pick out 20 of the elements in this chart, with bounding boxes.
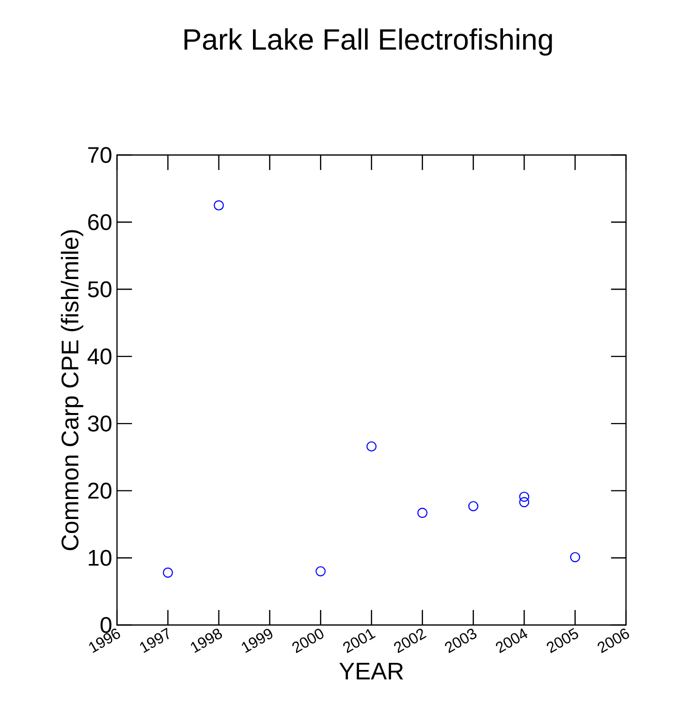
y-tick-label: 20 xyxy=(88,482,112,499)
x-tick-label: 1997 xyxy=(140,628,169,653)
y-tick-label: 50 xyxy=(88,281,112,298)
x-tick-label: 2001 xyxy=(343,629,376,654)
x-tick-label: 2002 xyxy=(394,628,426,654)
x-tick-label: 2000 xyxy=(292,628,324,654)
x-tick-label: 1998 xyxy=(190,628,222,653)
y-axis-title: Common Carp CPE (fish/mile) xyxy=(60,230,84,550)
x-axis-title: YEAR xyxy=(339,662,404,680)
x-tick-label: 2004 xyxy=(496,628,528,654)
y-tick-label: 70 xyxy=(88,146,112,164)
y-tick-label: 30 xyxy=(88,416,112,432)
y-tick-label: 40 xyxy=(88,348,112,364)
x-tick-label: 1999 xyxy=(242,628,272,653)
chart-title: Park Lake Fall Electrofishing xyxy=(184,28,552,56)
y-tick-label: 60 xyxy=(88,214,112,230)
x-tick-label: 2006 xyxy=(598,628,630,654)
x-tick-label: 2005 xyxy=(546,628,578,654)
y-tick-label: 10 xyxy=(88,550,112,566)
x-tick-label: 2003 xyxy=(445,628,476,654)
